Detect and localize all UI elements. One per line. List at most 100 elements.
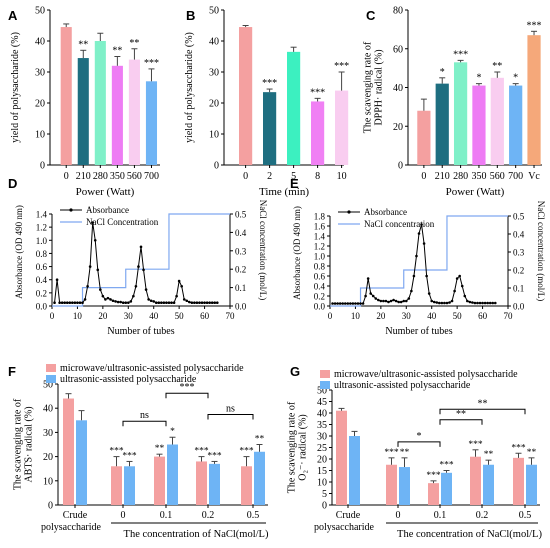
y-tick-label: 50 [317, 386, 327, 397]
absorbance-point [387, 300, 390, 304]
absorbance-point [182, 298, 186, 301]
x-tick-label: 210 [435, 171, 450, 182]
panel-label: B [186, 8, 195, 23]
y-axis-title: Absorbance (OD 490 nm) [292, 206, 302, 300]
absorbance-point [101, 294, 105, 298]
absorbance-point [374, 297, 378, 300]
absorbance-point [354, 302, 357, 305]
x-axis-title: Power (Watt) [446, 186, 505, 198]
x-tick-label: polysaccharide [314, 522, 375, 533]
legend-label: microwave/ultrasonic-assisted polysaccha… [334, 369, 518, 380]
y-tick-label: 25 [317, 443, 327, 454]
x-tick-label: 210 [76, 171, 91, 182]
x-tick-label: 560 [127, 171, 142, 182]
absorbance-point [203, 301, 206, 305]
x-tick-label: 350 [471, 171, 486, 182]
significance-bracket [439, 419, 483, 425]
absorbance-point [165, 301, 168, 305]
absorbance-point [124, 301, 128, 305]
y-tick-label: 35 [317, 420, 327, 431]
absorbance-point [397, 300, 400, 304]
y-tick-label: 0.4 [36, 275, 48, 285]
x-tick-label: 40 [149, 311, 159, 321]
absorbance-point [170, 301, 173, 305]
x-tick-label: 350 [110, 171, 125, 182]
y-tick-label: 30 [209, 68, 219, 79]
absorbance-point [349, 302, 352, 305]
bar [167, 444, 178, 505]
legend-label: NaCl concentration [364, 219, 435, 229]
absorbance-point [453, 289, 456, 293]
bar [527, 35, 541, 165]
absorbance-point [366, 277, 370, 280]
y-tick-label: 1.4 [36, 210, 48, 220]
absorbance-point [114, 300, 117, 303]
bar [526, 464, 537, 505]
y-tick-label: 0 [322, 501, 327, 512]
y-tick-label: 20 [393, 122, 403, 133]
bar [241, 466, 252, 505]
absorbance-point [460, 284, 464, 288]
absorbance-line [332, 224, 496, 304]
absorbance-point [458, 274, 461, 278]
absorbance-point [448, 301, 451, 304]
bar [111, 65, 123, 165]
absorbance-point [435, 301, 439, 304]
x-tick-label: 0 [243, 171, 248, 182]
absorbance-point [493, 301, 497, 305]
bracket-label: *** [180, 382, 195, 393]
absorbance-point [478, 301, 482, 305]
bar [441, 472, 452, 505]
x-tick-label: 60 [478, 311, 488, 321]
absorbance-point [389, 299, 393, 303]
absorbance-point [404, 299, 408, 303]
significance-label: ** [112, 46, 122, 57]
significance-label: * [476, 73, 481, 84]
significance-label: ** [78, 39, 88, 50]
x-axis-title: Number of tubes [107, 326, 174, 337]
bar [111, 466, 122, 505]
bar [311, 101, 325, 165]
significance-label: *** [310, 87, 325, 98]
absorbance-point [78, 301, 82, 305]
absorbance-point [53, 301, 56, 305]
absorbance-point [384, 299, 388, 303]
absorbance-point [430, 299, 434, 303]
y-tick-label: 40 [209, 37, 219, 48]
y-tick-label: 1.0 [36, 236, 48, 246]
absorbance-point [361, 302, 365, 305]
y-tick-label: 10 [43, 476, 53, 487]
x-tick-label: Vc [528, 171, 540, 182]
y-tick-label: 40 [43, 404, 53, 415]
significance-bracket [122, 420, 167, 427]
absorbance-point [438, 301, 441, 305]
absorbance-point [476, 301, 479, 305]
x-tick-label: 10 [73, 311, 83, 321]
significance-label: ** [492, 61, 502, 72]
y-tick-label: 0 [398, 161, 403, 172]
x-tick-label: 30 [402, 311, 412, 321]
y-tick-label: 0 [214, 161, 219, 172]
absorbance-point [147, 298, 150, 301]
x-axis-title: The concentration of NaCl(mol/L) [397, 529, 542, 540]
absorbance-point [336, 302, 339, 305]
bar [60, 27, 72, 165]
bar [453, 62, 468, 165]
bar [196, 461, 207, 505]
absorbance-point [190, 301, 194, 305]
absorbance-point [417, 232, 421, 235]
x-tick-label: 0.5 [247, 510, 260, 521]
legend-marker-absorbance [347, 210, 351, 214]
x-axis-title: Number of tubes [385, 326, 452, 337]
x-tick-label: 0 [121, 510, 126, 521]
absorbance-point [382, 299, 385, 303]
bar [490, 77, 504, 165]
absorbance-point [139, 245, 143, 249]
y2-tick-label: 0.0 [513, 302, 525, 312]
absorbance-point [116, 300, 120, 304]
bar [483, 464, 494, 505]
x-tick-label: 10 [351, 311, 361, 321]
y2-axis-title: NaCl concentration (mol/L) [258, 200, 268, 300]
absorbance-point [483, 301, 487, 305]
legend-marker-absorbance [69, 208, 73, 212]
